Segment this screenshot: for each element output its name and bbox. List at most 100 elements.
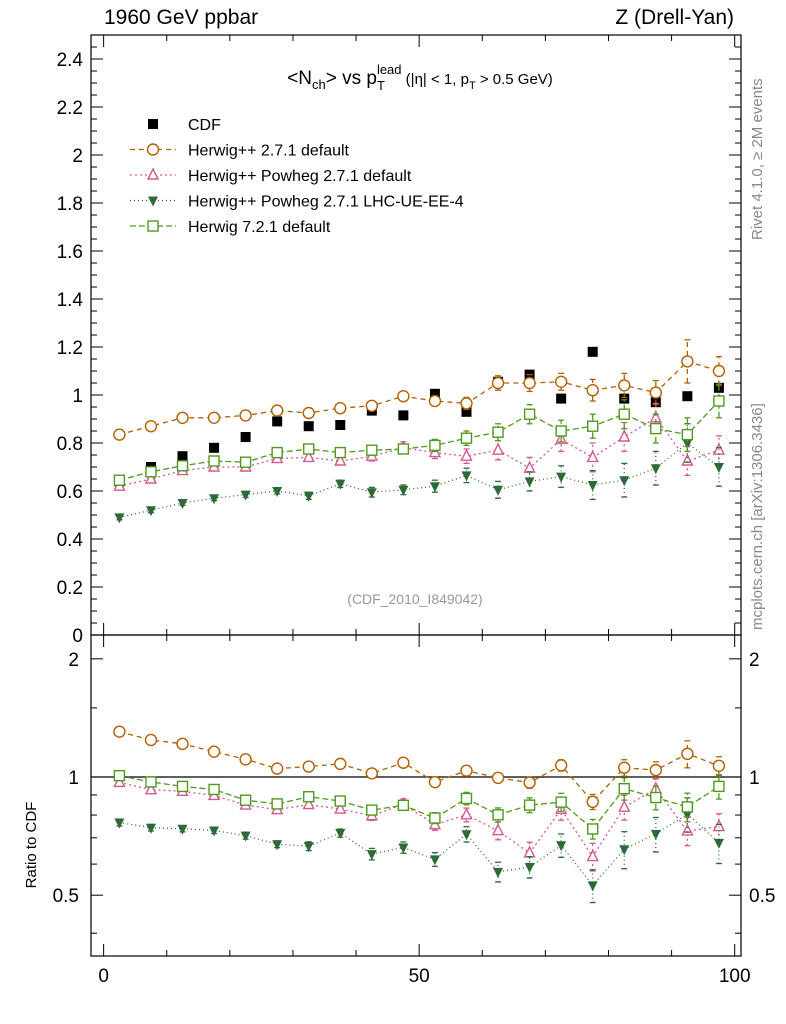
legend-marker <box>148 119 158 129</box>
series-4-ratio-point <box>618 782 630 795</box>
series-1-point <box>144 420 158 433</box>
series-1-ratio-point <box>365 767 379 780</box>
series-2-ratio-line <box>119 781 720 858</box>
legend-marker <box>147 220 159 232</box>
series-0-point <box>272 416 283 427</box>
series-4-ratio-point <box>271 798 283 810</box>
y-tick-label: 2.4 <box>57 50 84 71</box>
series-4-ratio-point <box>366 804 378 816</box>
legend-marker <box>146 143 160 156</box>
y-tick-label: 1.6 <box>57 242 83 263</box>
series-1-point <box>712 364 726 378</box>
series-4-point <box>113 474 126 486</box>
series-3-ratio-point <box>303 842 314 853</box>
series-2-ratio-point <box>113 774 126 788</box>
series-1-point <box>523 376 536 390</box>
title-sub-a: ch <box>312 77 326 92</box>
series-0-point <box>619 393 630 404</box>
series-2-ratio-point <box>334 801 347 814</box>
ratio-axis-ticks: 0.5 0.5 1 1 2 2 <box>53 650 775 934</box>
series-1-point <box>491 376 505 390</box>
series-3-point <box>209 494 220 505</box>
series-4-ratio-point <box>460 792 473 805</box>
series-4-point <box>555 425 567 437</box>
series-4-ratio-point <box>176 780 189 793</box>
series-4-point <box>397 443 410 455</box>
ratio-panel-border <box>90 634 742 957</box>
y-tick-label: 1.2 <box>57 338 83 359</box>
series-3-ratio-point <box>209 826 220 837</box>
series-4-point <box>239 456 252 468</box>
series-4-point <box>303 443 315 455</box>
series-3-point <box>303 491 314 502</box>
series-3-ratio <box>114 797 724 904</box>
series-4-ratio-point <box>303 791 315 803</box>
series-0-point <box>398 410 409 421</box>
title-part-b: > vs p <box>326 68 377 89</box>
legend-item-0: CDF <box>148 117 221 134</box>
chart-title: <Nch> vs pTlead (|η| < 1, pT > 0.5 GeV) <box>287 62 553 93</box>
series-3-ratio-point <box>429 855 440 866</box>
series-1-point <box>270 404 284 417</box>
series-2-point <box>491 442 505 455</box>
series-1-point <box>302 406 315 420</box>
series-1-point <box>618 379 631 392</box>
series-3-ratio-point <box>682 810 693 821</box>
series-3-ratio-point <box>114 818 125 829</box>
rivet-version-label: Rivet 4.1.0, ≥ 2M events <box>749 78 766 240</box>
series-4-ratio-point <box>145 776 157 788</box>
title-part-d: > 0.5 GeV) <box>476 71 553 88</box>
series-1-ratio-point <box>618 761 631 774</box>
series-3-ratio-point <box>587 881 598 892</box>
y-tick-label: 0.4 <box>57 530 84 551</box>
series-1-point <box>428 394 442 408</box>
main-series-layer <box>113 339 726 524</box>
series-3-ratio-point <box>493 867 504 878</box>
series-3-point <box>682 439 693 449</box>
series-0-main <box>114 346 724 487</box>
series-3-point <box>145 506 156 517</box>
series-2-main <box>113 402 726 491</box>
ratio-series-layer <box>113 725 726 904</box>
series-3-ratio-point <box>556 841 567 852</box>
series-3-ratio-point <box>272 840 283 851</box>
mcplots-label: mcplots.cern.ch [arXiv:1306.3436] <box>749 403 766 630</box>
series-4-ratio-point <box>239 794 252 806</box>
series-0-point <box>303 421 314 432</box>
y-tick-label: 0.2 <box>57 578 83 599</box>
series-4-main <box>113 383 725 486</box>
series-1-main <box>113 339 726 441</box>
series-1-ratio-point <box>460 764 473 777</box>
series-4-ratio-point <box>492 809 504 821</box>
y-tick-label: 1.4 <box>57 290 84 311</box>
series-3-line <box>119 442 720 519</box>
series-3-point <box>366 488 377 499</box>
series-4-ratio-point <box>681 801 694 813</box>
ratio-tick-label: 0.5 <box>53 886 79 907</box>
title-sub-b: T <box>377 78 385 93</box>
series-4-ratio-point <box>713 780 725 793</box>
ratio-tick-label-right: 2 <box>749 650 760 671</box>
series-1-point <box>365 399 379 412</box>
series-4-point <box>429 439 441 452</box>
title-sup-b: lead <box>377 62 402 77</box>
series-1-point <box>176 411 189 424</box>
series-3-main <box>114 423 724 524</box>
series-1-ratio-point <box>334 757 347 771</box>
series-4-point <box>460 432 473 444</box>
ratio-tick-label: 1 <box>68 768 79 789</box>
series-1-ratio <box>113 725 726 811</box>
series-4-ratio-point <box>586 823 599 835</box>
series-4-ratio-point <box>650 791 662 804</box>
series-3-point <box>650 464 661 475</box>
title-sub-c: T <box>469 80 476 92</box>
series-3-point <box>556 472 567 483</box>
series-3-ratio-point <box>650 829 661 840</box>
y-tick-label: 0.8 <box>57 434 83 455</box>
legend-item-4: Herwig 7.2.1 default <box>130 219 331 236</box>
header-left: 1960 GeV ppbar <box>104 6 259 29</box>
legend-label: Herwig++ 2.7.1 default <box>188 143 350 160</box>
series-4-point <box>176 460 189 472</box>
series-3-point <box>429 482 440 493</box>
series-4-point <box>145 466 157 478</box>
